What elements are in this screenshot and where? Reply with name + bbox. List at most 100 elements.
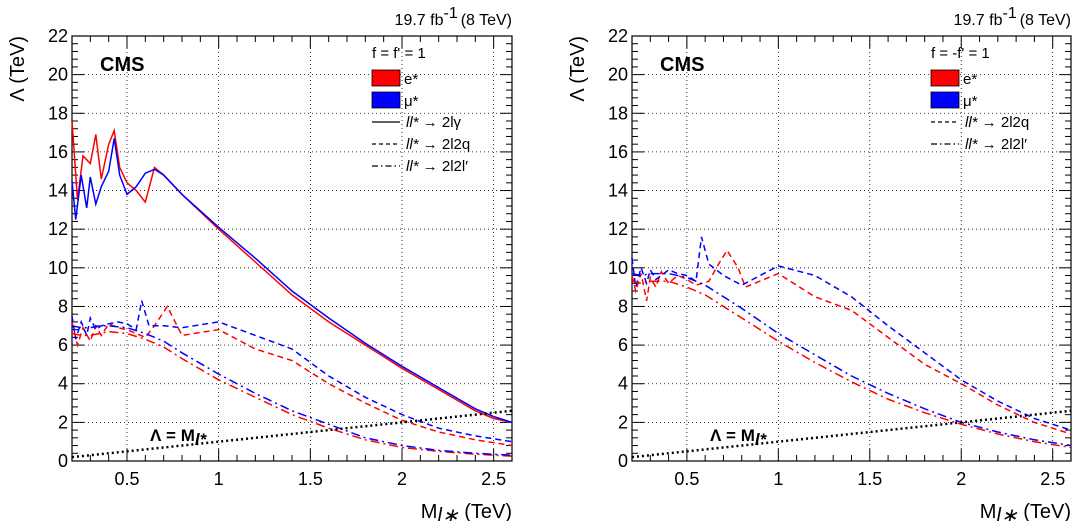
legend-process-prefix: ll* xyxy=(406,136,420,153)
series-line xyxy=(71,138,513,424)
lambda-label-sub: l* xyxy=(755,430,768,449)
y-tick-label: 0 xyxy=(58,451,68,471)
y-tick-label: 2 xyxy=(58,412,68,432)
legend-process-prefix: ll* xyxy=(406,114,420,131)
x-axis-label-unit: (TeV) xyxy=(459,501,512,521)
y-tick-label: 2 xyxy=(618,412,628,432)
luminosity-value: 19.7 fb xyxy=(395,12,444,29)
luminosity-label: 19.7 fb-1 (8 TeV) xyxy=(395,5,512,29)
legend-label: ll* → 2l2q xyxy=(965,114,1029,131)
x-axis-label: Ml∗ (TeV) xyxy=(980,501,1071,521)
legend-label: ll* → 2l2l′ xyxy=(965,136,1027,153)
luminosity-value: 19.7 fb xyxy=(954,12,1003,29)
grid xyxy=(72,36,512,461)
experiment-label: CMS xyxy=(660,54,704,76)
series-line xyxy=(71,120,513,424)
legend-label: e* xyxy=(963,71,977,88)
lambda-equals-mass-line xyxy=(631,409,1072,459)
left-panel: 0 2 4 6 8 10 12 14 16 18 20 22 0.5 1 1.5 2 2.5 Ml∗ (TeV) Λ… xyxy=(7,5,513,526)
y-tick-label: 8 xyxy=(618,296,628,316)
luminosity-exponent: -1 xyxy=(1002,5,1016,22)
legend-process-label: → 2l2q xyxy=(978,114,1030,131)
x-axis-label-sub: l∗ xyxy=(437,505,458,521)
legend-process-label: → 2l2q xyxy=(419,136,471,153)
series-line xyxy=(631,236,1072,431)
y-tick-label: 8 xyxy=(58,296,68,316)
legend-process-prefix: ll* xyxy=(406,158,420,175)
grid xyxy=(632,36,1071,461)
lambda-label-main: Λ = M xyxy=(150,426,195,445)
y-tick-label: 22 xyxy=(608,26,628,46)
legend-process-label: → 2l2l′ xyxy=(419,158,469,175)
x-tick-label: 2.5 xyxy=(481,469,506,489)
series-line xyxy=(631,272,1072,447)
lambda-label-main: Λ = M xyxy=(710,426,755,445)
y-tick-label: 20 xyxy=(48,65,68,85)
lambda-equals-mass-label: Λ = Ml* xyxy=(710,426,768,449)
legend-process-label: → 2lγ xyxy=(419,114,462,131)
legend-swatch xyxy=(930,91,960,109)
lambda-equals-mass-line xyxy=(71,409,513,459)
legend-label: μ* xyxy=(963,93,978,110)
y-tick-label: 14 xyxy=(608,181,628,201)
legend-swatch xyxy=(930,69,960,87)
y-tick-label: 12 xyxy=(48,219,68,239)
legend-coupling-label: f = -f' = 1 xyxy=(931,45,990,62)
x-tick-label: 2 xyxy=(397,469,407,489)
legend-label: ll* → 2l2l′ xyxy=(406,158,468,175)
series-line xyxy=(631,280,1072,449)
legend-process-prefix: ll* xyxy=(965,136,979,153)
y-tick-label: 16 xyxy=(48,142,68,162)
x-tick-label: 1 xyxy=(773,469,783,489)
y-tick-label: 20 xyxy=(608,65,628,85)
x-tick-label: 1.5 xyxy=(857,469,882,489)
legend-coupling-label: f = f' = 1 xyxy=(372,45,426,62)
x-axis-label-main: M xyxy=(421,501,438,521)
y-tick-label: 22 xyxy=(48,26,68,46)
y-tick-label: 6 xyxy=(58,335,68,355)
x-axis-label-sub: l∗ xyxy=(996,505,1017,521)
legend-process-prefix: ll* xyxy=(965,114,979,131)
x-axis-label-unit: (TeV) xyxy=(1018,501,1071,521)
y-tick-label: 4 xyxy=(58,374,68,394)
y-axis-label: Λ (TeV) xyxy=(7,36,29,102)
y-tick-label: 14 xyxy=(48,181,68,201)
experiment-label: CMS xyxy=(100,54,144,76)
series-line xyxy=(71,325,513,456)
x-tick-label: 2.5 xyxy=(1040,469,1065,489)
plot-frame xyxy=(71,35,513,462)
legend-swatch xyxy=(371,91,401,109)
y-tick-label: 6 xyxy=(618,335,628,355)
series-line xyxy=(71,300,513,443)
x-tick-label: 1.5 xyxy=(298,469,323,489)
y-tick-label: 18 xyxy=(608,103,628,123)
x-tick-label: 0.5 xyxy=(114,469,139,489)
legend-label: e* xyxy=(404,71,418,88)
legend-process-label: → 2l2l′ xyxy=(978,136,1028,153)
luminosity-exponent: -1 xyxy=(443,5,457,22)
plot-frame xyxy=(631,35,1072,462)
series-line xyxy=(71,330,513,457)
right-panel: 0 2 4 6 8 10 12 14 16 18 20 22 0.5 1 1.5 2 2.5 Ml∗ (TeV) Λ… xyxy=(567,5,1072,526)
legend-label: μ* xyxy=(404,93,419,110)
energy-label: (8 TeV) xyxy=(461,12,512,29)
lambda-equals-mass-label: Λ = Ml* xyxy=(150,426,208,449)
y-tick-label: 10 xyxy=(48,258,68,278)
y-tick-label: 16 xyxy=(608,142,628,162)
y-tick-label: 4 xyxy=(618,374,628,394)
x-tick-label: 2 xyxy=(956,469,966,489)
y-tick-label: 0 xyxy=(618,451,628,471)
lambda-label-sub: l* xyxy=(195,430,208,449)
y-tick-label: 12 xyxy=(608,219,628,239)
y-axis-label: Λ (TeV) xyxy=(567,36,589,102)
x-tick-label: 1 xyxy=(214,469,224,489)
energy-label: (8 TeV) xyxy=(1020,12,1071,29)
legend-swatch xyxy=(371,69,401,87)
series-line xyxy=(631,248,1072,435)
x-tick-label: 0.5 xyxy=(674,469,699,489)
x-axis-label: Ml∗ (TeV) xyxy=(421,501,512,521)
legend-label: ll* → 2lγ xyxy=(406,114,462,131)
